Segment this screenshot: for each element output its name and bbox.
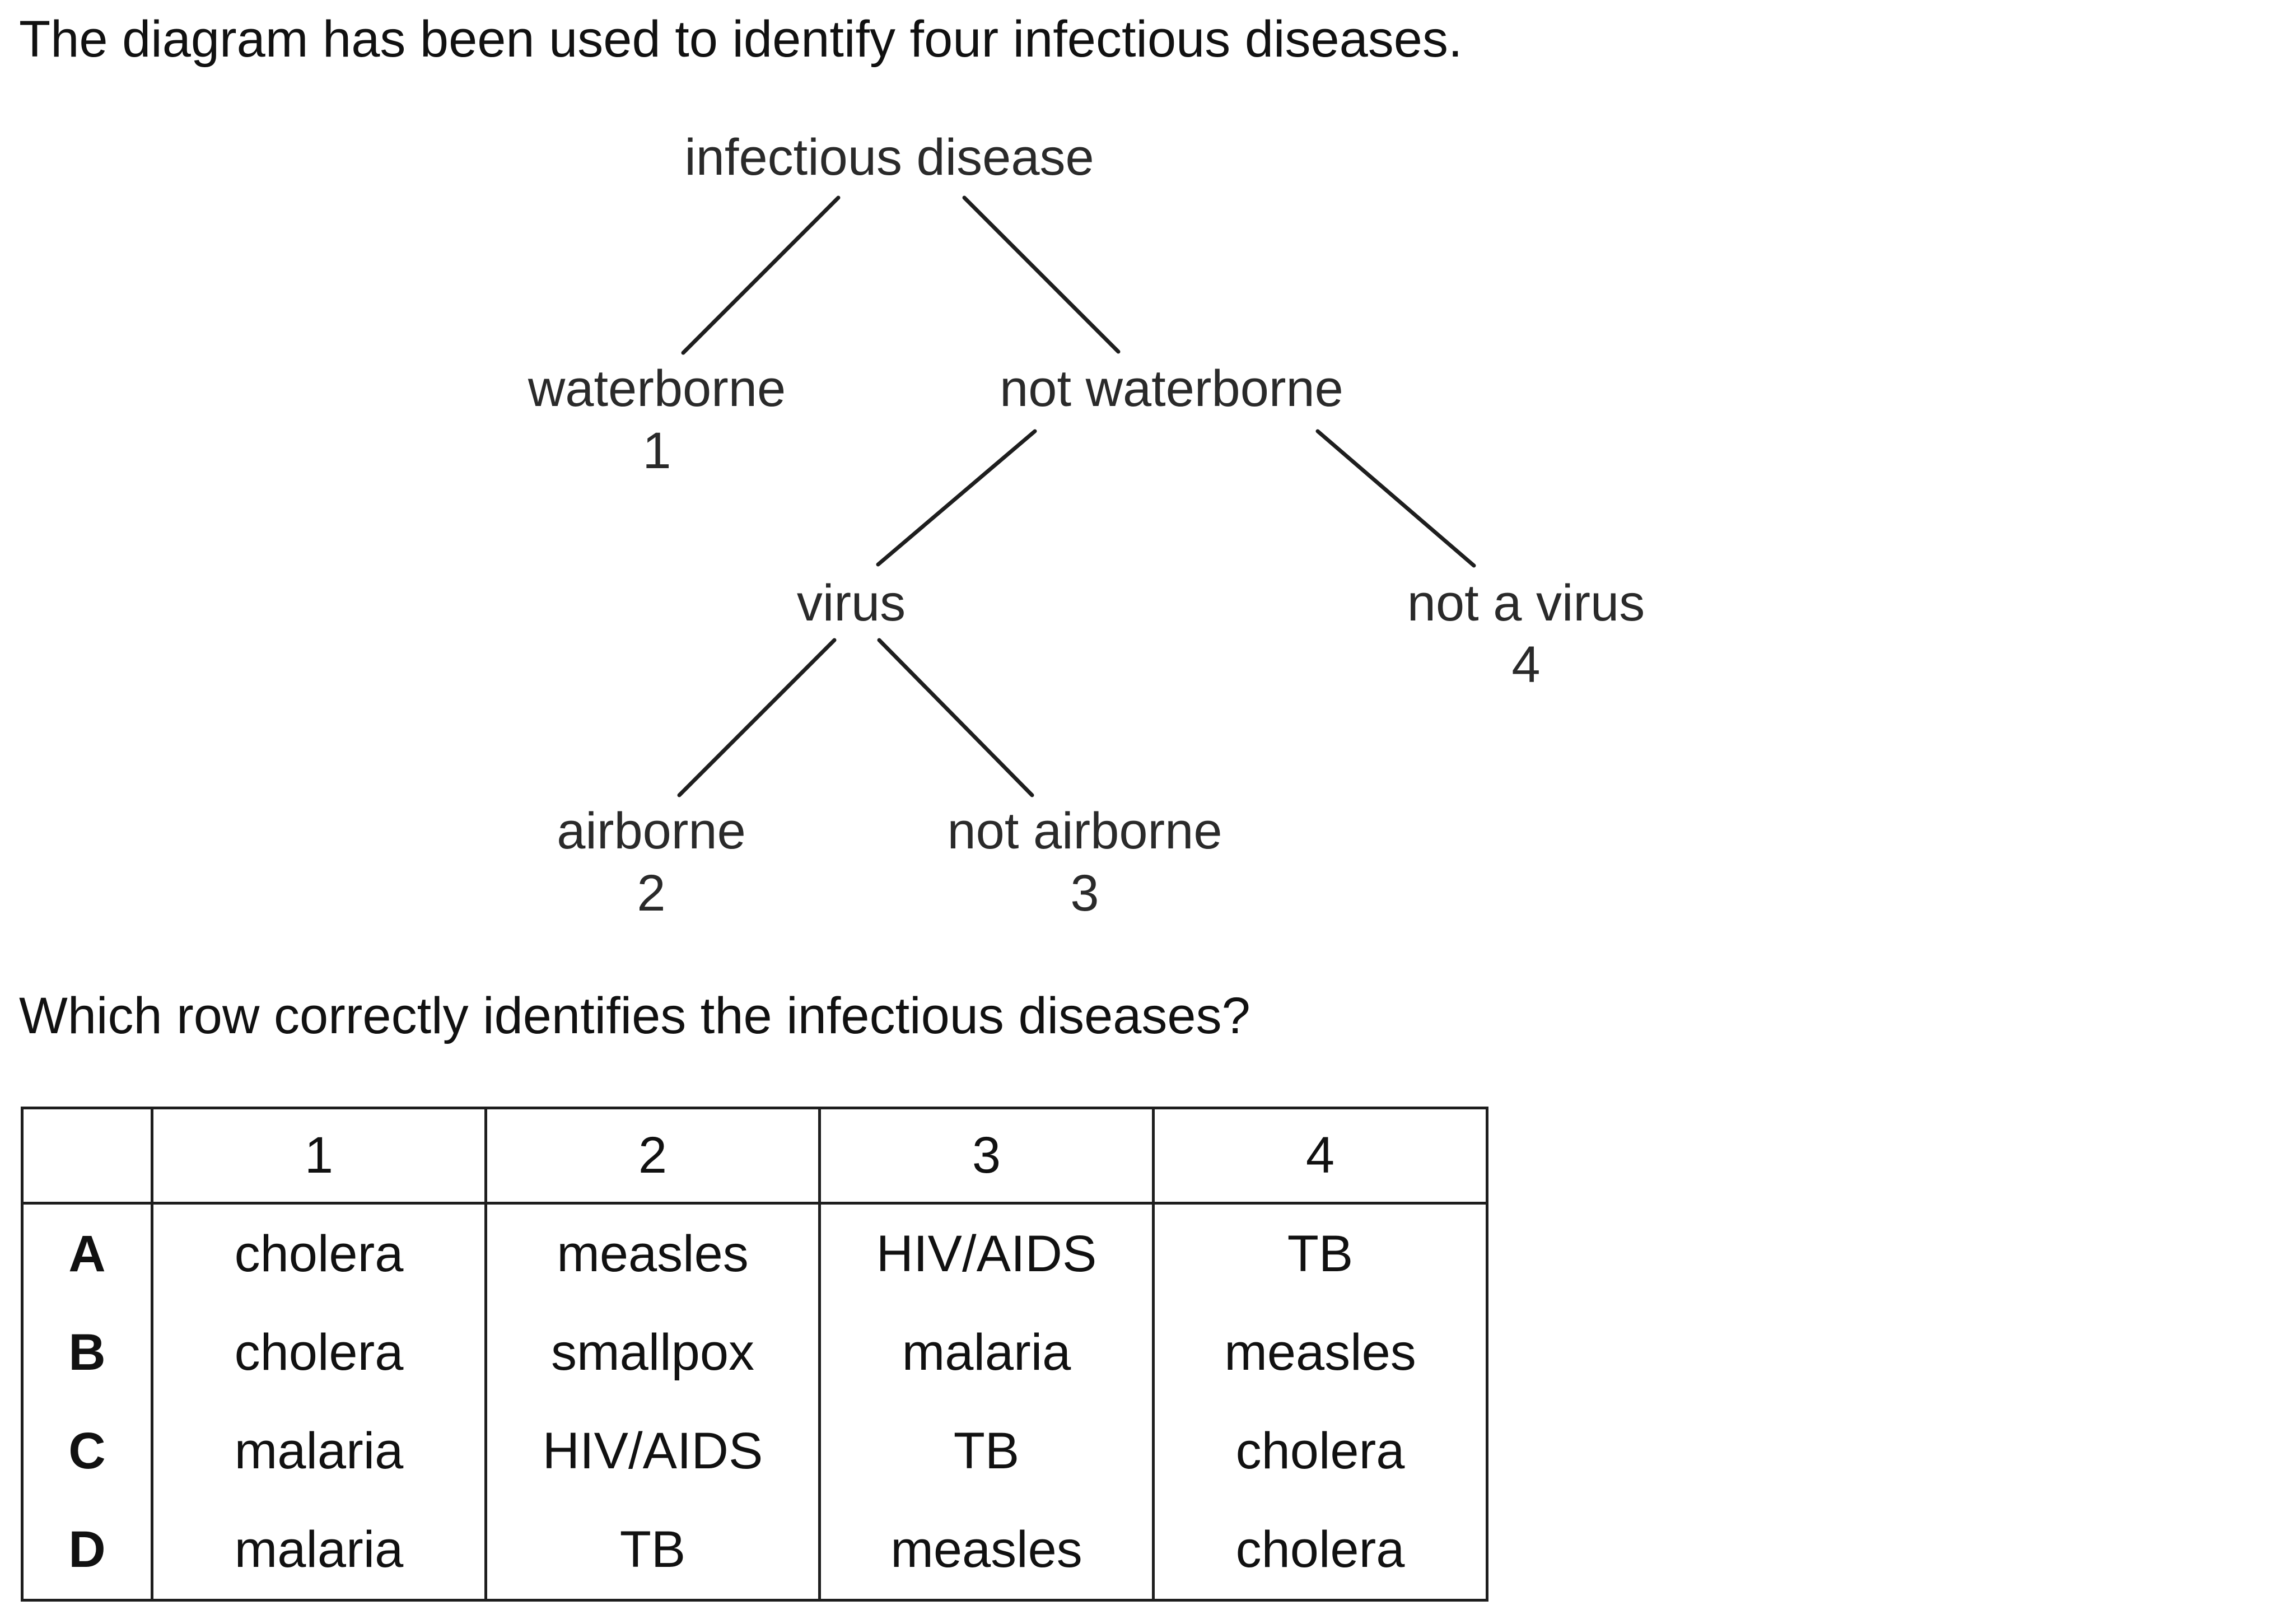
node-not-airborne: not airborne bbox=[948, 802, 1222, 860]
node-not-airborne-number: 3 bbox=[1070, 865, 1099, 922]
classification-tree-diagram: infectious disease waterborne 1 not wate… bbox=[528, 129, 1645, 922]
header-col-2: 2 bbox=[484, 1107, 821, 1205]
node-virus: virus bbox=[797, 575, 906, 632]
edge-not-waterborne-virus bbox=[876, 429, 1037, 567]
header-col-4: 4 bbox=[1152, 1107, 1488, 1205]
intro-text: The diagram has been used to identify fo… bbox=[19, 11, 1463, 68]
node-not-virus-number: 4 bbox=[1511, 636, 1540, 693]
table-cell: HIV/AIDS bbox=[818, 1203, 1155, 1303]
table-cell: TB bbox=[484, 1500, 821, 1602]
table-cell: cholera bbox=[1152, 1500, 1488, 1602]
table-cell: smallpox bbox=[484, 1303, 821, 1402]
node-airborne-number: 2 bbox=[637, 865, 665, 922]
table-header-row: 1 2 3 4 bbox=[21, 1107, 1488, 1205]
table-cell: HIV/AIDS bbox=[484, 1402, 821, 1500]
table-row-d[interactable]: D malaria TB measles cholera bbox=[21, 1500, 1488, 1602]
table-cell: TB bbox=[1152, 1203, 1488, 1303]
row-letter: C bbox=[21, 1402, 153, 1500]
table-cell: cholera bbox=[151, 1203, 487, 1303]
table-cell: measles bbox=[1152, 1303, 1488, 1402]
table-cell: TB bbox=[818, 1402, 1155, 1500]
header-corner bbox=[21, 1107, 153, 1205]
edge-virus-airborne bbox=[677, 638, 837, 797]
table-cell: malaria bbox=[151, 1500, 487, 1602]
row-letter: D bbox=[21, 1500, 153, 1602]
table-cell: malaria bbox=[818, 1303, 1155, 1402]
edge-root-not-waterborne bbox=[962, 195, 1121, 354]
node-waterborne-number: 1 bbox=[642, 422, 671, 479]
node-waterborne: waterborne bbox=[528, 360, 786, 417]
table-row-c[interactable]: C malaria HIV/AIDS TB cholera bbox=[21, 1402, 1488, 1500]
answer-table: 1 2 3 4 A cholera measles HIV/AIDS TB B … bbox=[21, 1107, 1488, 1602]
header-col-3: 3 bbox=[818, 1107, 1155, 1205]
node-not-virus: not a virus bbox=[1407, 575, 1645, 632]
edge-virus-not-airborne bbox=[877, 638, 1034, 797]
table-cell: cholera bbox=[151, 1303, 487, 1402]
edge-not-waterborne-not-virus bbox=[1315, 429, 1476, 568]
table-cell: malaria bbox=[151, 1402, 487, 1500]
question-text: Which row correctly identifies the infec… bbox=[19, 987, 1250, 1044]
node-root: infectious disease bbox=[684, 129, 1094, 186]
table-cell: cholera bbox=[1152, 1402, 1488, 1500]
table-cell: measles bbox=[818, 1500, 1155, 1602]
row-letter: A bbox=[21, 1203, 153, 1303]
node-airborne: airborne bbox=[557, 802, 746, 860]
table-row-a[interactable]: A cholera measles HIV/AIDS TB bbox=[21, 1203, 1488, 1303]
node-not-waterborne: not waterborne bbox=[1000, 360, 1343, 417]
table-row-b[interactable]: B cholera smallpox malaria measles bbox=[21, 1303, 1488, 1402]
edge-root-waterborne bbox=[681, 195, 841, 355]
header-col-1: 1 bbox=[151, 1107, 487, 1205]
table-cell: measles bbox=[484, 1203, 821, 1303]
row-letter: B bbox=[21, 1303, 153, 1402]
